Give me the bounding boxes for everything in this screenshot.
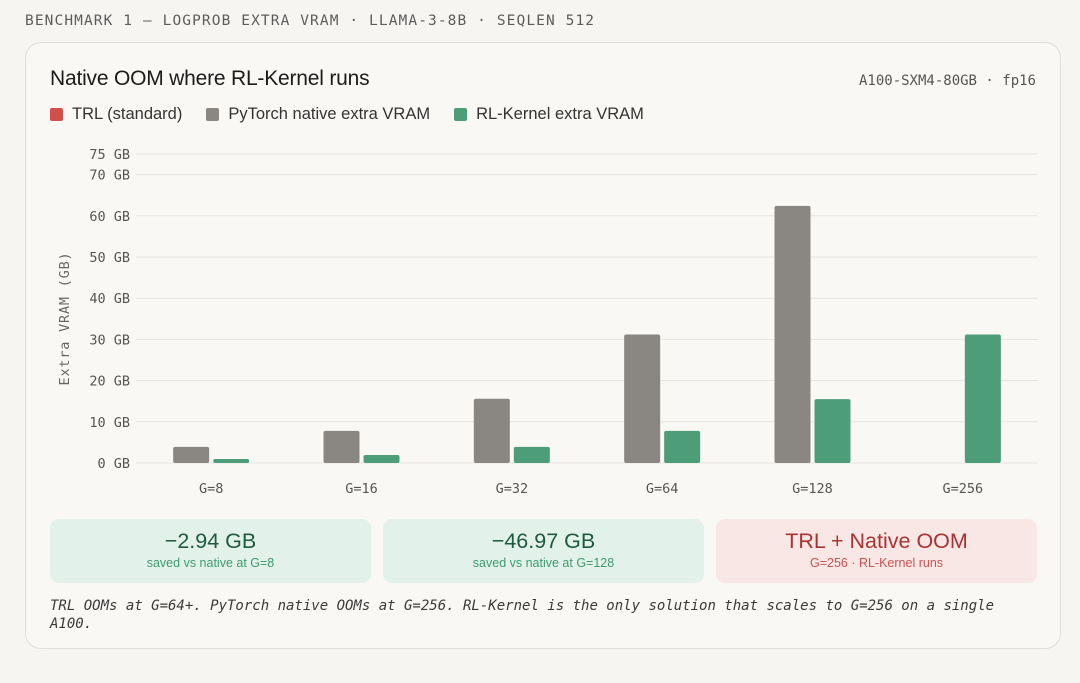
bar-rl-kernel-extra-vram-g16 [363, 454, 400, 463]
legend-label-rl-kernel: RL-Kernel extra VRAM [476, 105, 644, 123]
chart-card: Native OOM where RL-Kernel runs A100-SXM… [25, 42, 1061, 649]
y-tick-label: 60 GB [89, 209, 130, 225]
y-axis-label: Extra VRAM (GB) [57, 252, 73, 386]
x-tick-label: G=256 [943, 481, 984, 497]
stat-value-oom: TRL + Native OOM [785, 529, 968, 553]
legend-swatch-pytorch-native [206, 108, 220, 121]
y-tick-label: 30 GB [89, 332, 130, 348]
legend-item-pytorch-native: PyTorch native extra VRAM [206, 105, 430, 124]
legend-item-trl: TRL (standard) [50, 105, 182, 124]
x-tick-label: G=8 [199, 481, 223, 497]
bar-pytorch-native-extra-vram-g128 [774, 205, 811, 464]
legend-label-pytorch-native: PyTorch native extra VRAM [228, 105, 431, 123]
hardware-label: A100-SXM4-80GB · fp16 [858, 73, 1036, 89]
legend-label-trl: TRL (standard) [72, 105, 183, 123]
bar-rl-kernel-extra-vram-g8 [213, 458, 250, 463]
stat-card-g128: −46.97 GB saved vs native at G=128 [383, 519, 704, 583]
x-tick-label: G=64 [646, 481, 679, 497]
stat-value-g8: −2.94 GB [164, 529, 257, 553]
stat-caption-g128: saved vs native at G=128 [472, 556, 615, 570]
bar-pytorch-native-extra-vram-g8 [173, 446, 210, 463]
bar-pytorch-native-extra-vram-g64 [624, 334, 661, 463]
y-tick-label: 50 GB [89, 250, 130, 266]
bar-pytorch-native-extra-vram-g32 [473, 398, 510, 463]
legend-swatch-rl-kernel [454, 108, 468, 121]
y-tick-label: 20 GB [89, 374, 130, 390]
bar-rl-kernel-extra-vram-g64 [664, 430, 701, 463]
stat-caption-oom: G=256 · RL-Kernel runs [809, 556, 944, 570]
y-tick-label: 70 GB [89, 168, 130, 184]
bar-rl-kernel-extra-vram-g128 [814, 399, 851, 463]
bar-pytorch-native-extra-vram-g16 [323, 430, 360, 463]
stat-caption-g8: saved vs native at G=8 [146, 556, 275, 570]
bar-chart: 0 GB 10 GB 20 GB 30 GB 40 GB 50 GB 60 GB 70 GB 7… [57, 147, 1038, 497]
bar-rl-kernel-extra-vram-g32 [513, 446, 550, 463]
legend-swatch-trl [50, 108, 63, 121]
y-tick-label: 10 GB [89, 415, 130, 431]
legend: TRL (standard) PyTorch native extra VRAM… [50, 105, 644, 124]
stat-card-g8: −2.94 GB saved vs native at G=8 [50, 519, 371, 583]
benchmark-kicker: BENCHMARK 1 — LOGPROB EXTRA VRAM · LLAMA… [25, 13, 596, 29]
chart-title: Native OOM where RL-Kernel runs [50, 67, 370, 90]
x-tick-label: G=32 [496, 481, 529, 497]
footnote: TRL OOMs at G=64+. PyTorch native OOMs a… [50, 598, 995, 632]
y-tick-label: 40 GB [89, 291, 130, 307]
y-tick-label: 0 GB [97, 456, 130, 472]
x-tick-label: G=16 [345, 481, 378, 497]
stat-card-oom: TRL + Native OOM G=256 · RL-Kernel runs [716, 519, 1037, 583]
bar-rl-kernel-extra-vram-g256 [964, 334, 1001, 463]
x-tick-label: G=128 [792, 481, 833, 497]
legend-item-rl-kernel: RL-Kernel extra VRAM [454, 105, 644, 124]
y-tick-label: 75 GB [89, 147, 130, 163]
stat-value-g128: −46.97 GB [491, 529, 596, 553]
